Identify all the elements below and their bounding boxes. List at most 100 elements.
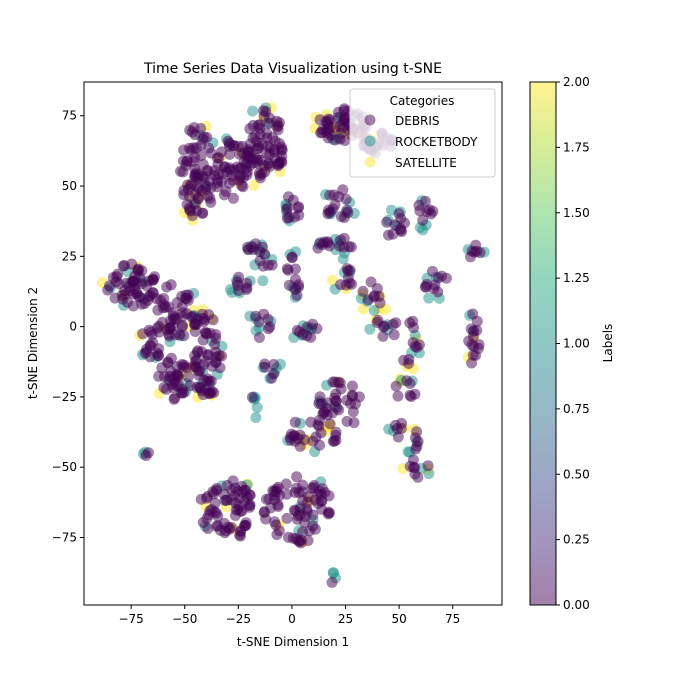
scatter-point-rocketbody: [423, 292, 435, 304]
scatter-point-debris: [119, 260, 130, 271]
scatter-point-debris: [193, 369, 205, 381]
scatter-point-debris: [329, 134, 341, 146]
scatter-point-debris: [393, 208, 405, 220]
scatter-point-debris: [419, 281, 431, 293]
scatter-point-debris: [387, 228, 399, 240]
scatter-point-debris: [153, 370, 165, 382]
scatter-point-debris: [180, 289, 192, 301]
scatter-point-debris: [124, 285, 136, 297]
scatter-point-debris: [172, 370, 184, 382]
y-tick-label: 25: [62, 249, 77, 263]
scatter-point-debris: [189, 326, 201, 337]
scatter-point-debris: [414, 205, 426, 217]
scatter-point-rocketbody: [328, 567, 339, 579]
scatter-point-debris: [320, 116, 332, 128]
scatter-point-debris: [281, 263, 293, 275]
scatter-point-debris: [153, 349, 165, 361]
colorbar-tick-label: 0.50: [563, 467, 590, 481]
scatter-point-debris: [247, 119, 259, 131]
plot-area: [83, 81, 503, 606]
scatter-point-debris: [182, 371, 194, 383]
legend: Categories DEBRIS ROCKETBODY SATELLITE: [349, 88, 496, 178]
scatter-point-debris: [178, 330, 190, 342]
y-tick-label: 50: [62, 179, 77, 193]
scatter-point-debris: [387, 318, 399, 330]
scatter-point-debris: [253, 332, 265, 343]
scatter-point-debris: [218, 189, 230, 201]
legend-title: Categories: [390, 94, 455, 108]
legend-entry-satellite: SATELLITE: [395, 156, 457, 170]
scatter-point-debris: [471, 324, 483, 336]
scatter-point-debris: [305, 416, 317, 428]
scatter-point-debris: [253, 167, 265, 179]
scatter-point-debris: [468, 340, 480, 352]
scatter-point-rocketbody: [251, 402, 263, 413]
scatter-point-debris: [388, 329, 400, 341]
scatter-point-debris: [404, 317, 416, 329]
scatter-point-debris: [270, 519, 282, 531]
scatter-point-debris: [440, 272, 452, 284]
scatter-point-debris: [271, 529, 283, 541]
scatter-point-debris: [291, 471, 303, 483]
colorbar-tick-label: 2.00: [563, 75, 590, 89]
scatter-point-debris: [202, 523, 214, 534]
colorbar-tick-label: 1.50: [563, 206, 590, 220]
scatter-point-debris: [309, 494, 321, 506]
scatter-point-debris: [294, 440, 306, 452]
colorbar-tick-label: 1.00: [563, 337, 590, 351]
scatter-point-debris: [346, 380, 358, 392]
scatter-point-debris: [167, 382, 179, 394]
scatter-point-debris: [169, 392, 181, 404]
colorbar-gradient: [529, 81, 557, 606]
scatter-point-debris: [267, 485, 279, 497]
scatter-point-debris: [201, 375, 213, 387]
scatter-point-debris: [289, 416, 301, 428]
scatter-point-debris: [180, 159, 192, 171]
scatter-point-debris: [192, 345, 204, 357]
scatter-point-debris: [323, 506, 335, 518]
scatter-point-debris: [306, 482, 318, 494]
scatter-point-debris: [357, 285, 369, 297]
scatter-point-debris: [280, 478, 292, 490]
scatter-point-debris: [216, 146, 227, 158]
scatter-point-debris: [177, 307, 189, 319]
scatter-point-debris: [312, 242, 324, 254]
scatter-point-debris: [221, 479, 233, 491]
scatter-point-debris: [204, 192, 216, 204]
y-tick-label: −75: [52, 531, 77, 545]
scatter-point-debris: [161, 281, 173, 293]
scatter-point-debris: [324, 418, 336, 430]
scatter-point-debris: [261, 493, 272, 505]
scatter-point-debris: [391, 423, 403, 435]
colorbar-tick-label: 0.25: [563, 533, 590, 547]
scatter-point-debris: [158, 293, 170, 304]
scatter-point-debris: [313, 398, 325, 410]
scatter-point-debris: [178, 144, 190, 156]
scatter-point-debris: [293, 536, 305, 548]
scatter-point-rocketbody: [368, 305, 380, 316]
scatter-point-debris: [338, 241, 350, 253]
scatter-point-debris: [209, 506, 220, 518]
scatter-point-rocketbody: [257, 275, 269, 287]
scatter-point-debris: [222, 521, 234, 533]
scatter-point-debris: [322, 208, 334, 220]
scatter-point-debris: [335, 383, 347, 395]
scatter-point-debris: [411, 426, 423, 438]
scatter-point-debris: [198, 131, 210, 143]
scatter-point-rocketbody: [337, 253, 349, 265]
y-axis: −75 −50 −25 0 25 50 75: [52, 109, 84, 545]
scatter-point-debris: [225, 494, 237, 506]
x-tick-label: 0: [288, 612, 296, 626]
scatter-point-debris: [327, 435, 339, 447]
scatter-point-debris: [207, 486, 219, 498]
scatter-point-debris: [272, 160, 284, 172]
scatter-point-debris: [372, 314, 384, 326]
colorbar-tick-label: 1.25: [563, 271, 590, 285]
scatter-point-debris: [321, 127, 333, 139]
scatter-point-debris: [233, 285, 244, 296]
scatter-point-debris: [153, 320, 165, 332]
scatter-point-debris: [266, 259, 278, 271]
scatter-point-debris: [377, 330, 389, 342]
scatter-point-debris: [198, 359, 209, 371]
scatter-point-debris: [296, 486, 308, 498]
